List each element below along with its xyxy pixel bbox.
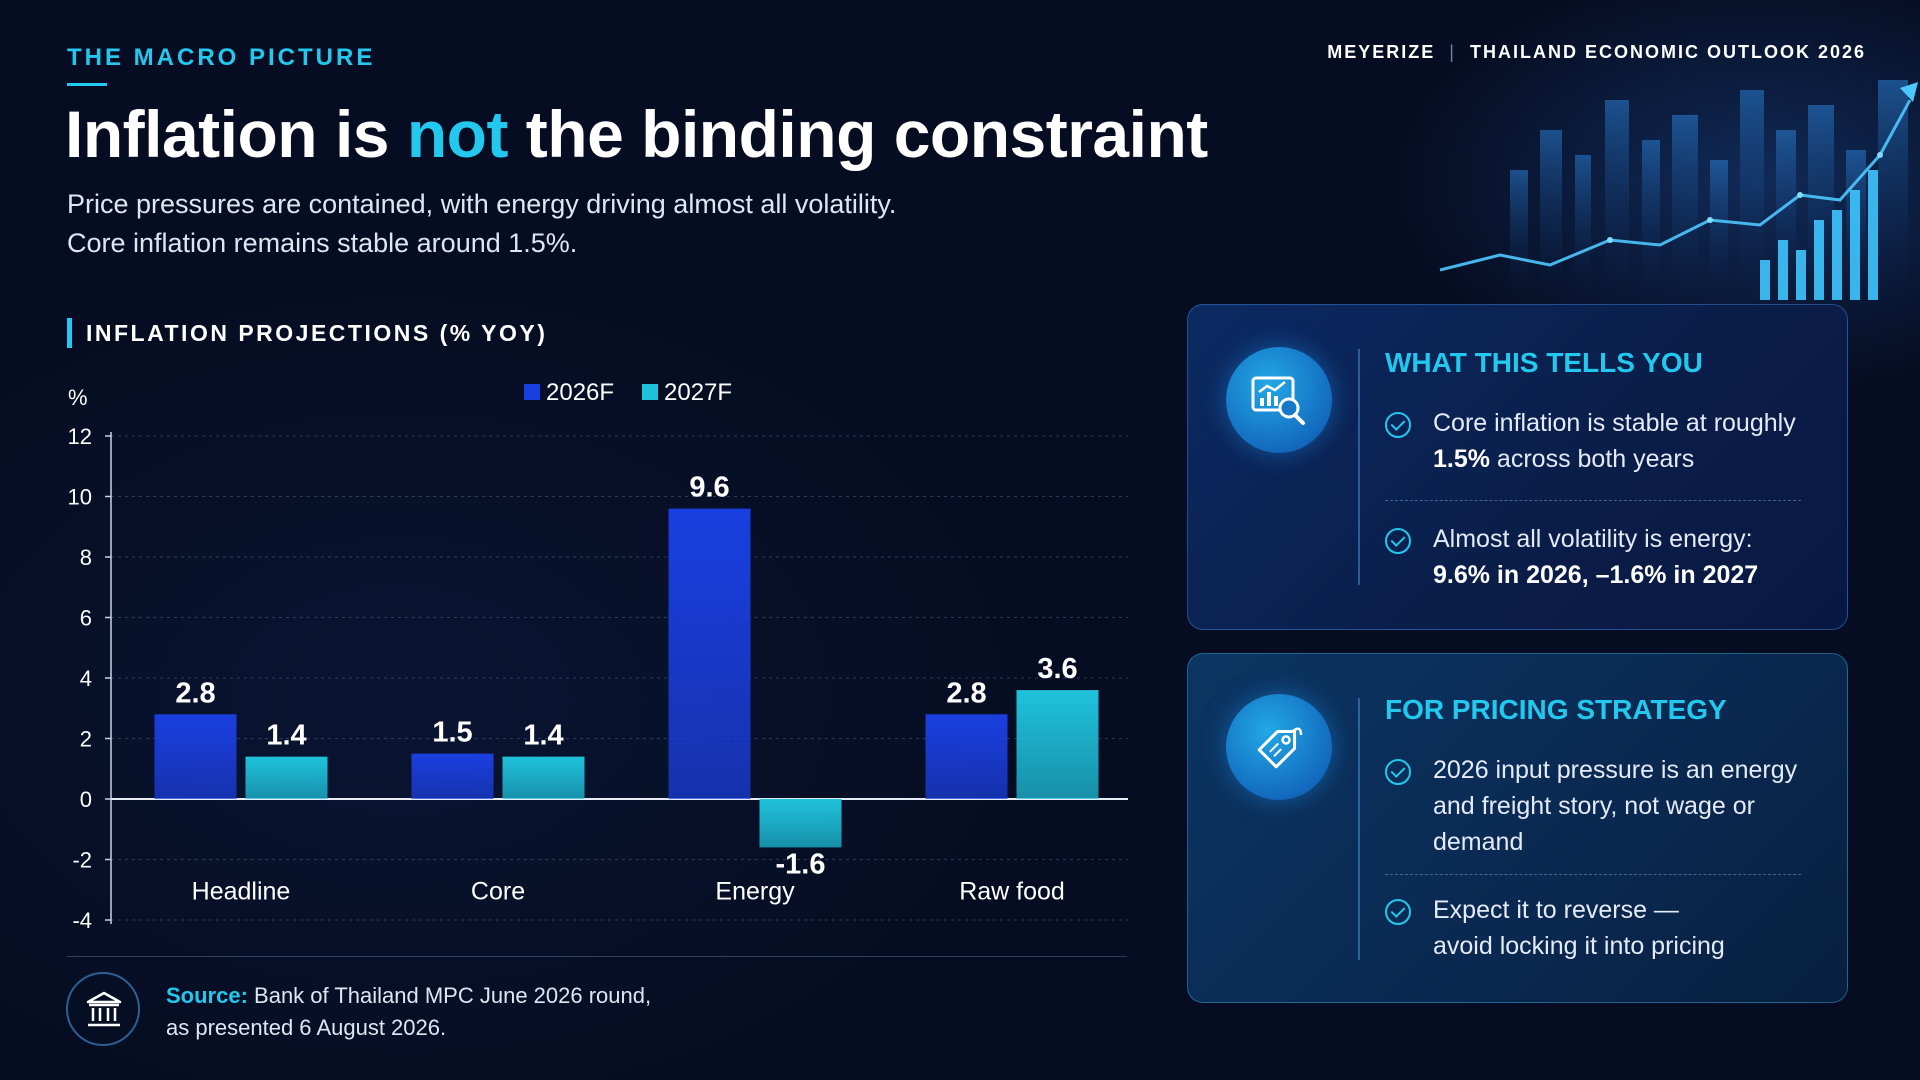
page-title: Inflation is not the binding constraint (65, 96, 1208, 172)
category-label: Core (471, 878, 525, 906)
title-part-1: Inflation is (65, 97, 407, 171)
data-label: 1.4 (266, 720, 306, 752)
section-eyebrow: THE MACRO PICTURE (67, 44, 376, 71)
inflation-bar-chart: % 12 10 8 6 4 2 0 -2 -4 2026F 2027F 2.8 1.4 Headline 1.… (68, 379, 1128, 933)
chart-analysis-icon (1226, 347, 1332, 453)
insight-panel: WHAT THIS TELLS YOU Core inflation is st… (1187, 304, 1848, 630)
bar-2027F (502, 756, 585, 799)
y-tick-label: 4 (80, 666, 92, 691)
bar-2027F (759, 799, 842, 848)
source-line-2: as presented 6 August 2026. (166, 1015, 447, 1040)
panel-title: WHAT THIS TELLS YOU (1385, 347, 1703, 378)
source-note: Source: Bank of Thailand MPC June 2026 r… (166, 980, 651, 1044)
y-axis-unit-label: % (68, 385, 88, 410)
y-tick-label: -4 (72, 908, 92, 933)
page-subtitle: Price pressures are contained, with ener… (67, 185, 896, 263)
category-label: Energy (715, 878, 795, 906)
y-tick-label: 2 (80, 727, 92, 752)
y-tick-label: 0 (80, 787, 92, 812)
y-tick-label: 10 (68, 485, 92, 510)
bullet-divider (1385, 500, 1801, 501)
data-label: 3.6 (1037, 653, 1077, 685)
legend-swatch (642, 384, 658, 400)
data-label: 2.8 (175, 677, 215, 709)
y-tick-label: 12 (68, 424, 92, 449)
legend-label: 2026F (546, 379, 614, 406)
insight-bullet: Almost all volatility is energy: 9.6% in… (1385, 521, 1815, 593)
bullet-divider (1385, 874, 1801, 875)
check-icon (1385, 412, 1411, 438)
legend-label: 2027F (664, 379, 732, 406)
bar-2026F (925, 714, 1008, 799)
footer-divider (67, 956, 1127, 957)
brand-name: MEYERIZE (1327, 42, 1436, 62)
subtitle-line-1: Price pressures are contained, with ener… (67, 189, 897, 219)
check-icon (1385, 899, 1411, 925)
title-part-2: the binding constraint (507, 97, 1208, 171)
data-label: 1.5 (432, 717, 472, 749)
bar-2026F (411, 753, 494, 799)
chart-section-title: INFLATION PROJECTIONS (% YOY) (67, 318, 547, 348)
check-icon (1385, 528, 1411, 554)
brand-bar: MEYERIZE | THAILAND ECONOMIC OUTLOOK 2026 (1327, 42, 1866, 63)
category-label: Headline (192, 878, 291, 906)
y-tick-label: 8 (80, 545, 92, 570)
city-skyline-graphic (1439, 80, 1918, 300)
title-highlight: not (406, 97, 509, 171)
data-label: 2.8 (946, 677, 986, 709)
panel-divider (1358, 349, 1360, 585)
category-label: Raw food (959, 878, 1065, 906)
strategy-bullet: Expect it to reverse — avoid locking it … (1385, 892, 1745, 964)
bank-icon (66, 972, 140, 1046)
report-name: THAILAND ECONOMIC OUTLOOK 2026 (1469, 42, 1866, 62)
brand-separator: | (1449, 42, 1456, 62)
legend-swatch (524, 384, 540, 400)
strategy-bullet: 2026 input pressure is an energy and fre… (1385, 752, 1825, 860)
panel-divider (1358, 698, 1360, 960)
data-label: -1.6 (776, 848, 826, 880)
price-tag-icon (1226, 694, 1332, 800)
data-label: 1.4 (523, 720, 563, 752)
bar-2027F (1016, 690, 1099, 799)
source-line-1: Bank of Thailand MPC June 2026 round, (247, 983, 652, 1008)
pricing-panel: FOR PRICING STRATEGY 2026 input pressure… (1187, 653, 1848, 1003)
y-tick-label: -2 (72, 848, 92, 873)
y-tick-label: 6 (80, 606, 92, 631)
check-icon (1385, 759, 1411, 785)
insight-bullet: Core inflation is stable at roughly 1.5%… (1385, 405, 1815, 477)
bar-2027F (245, 756, 328, 799)
bar-2026F (154, 714, 237, 799)
subtitle-line-2: Core inflation remains stable around 1.5… (67, 228, 578, 258)
panel-title: FOR PRICING STRATEGY (1385, 694, 1727, 725)
eyebrow-underline (67, 83, 107, 86)
source-label: Source: (166, 983, 248, 1008)
bar-2026F (668, 508, 751, 799)
data-label: 9.6 (689, 472, 729, 504)
